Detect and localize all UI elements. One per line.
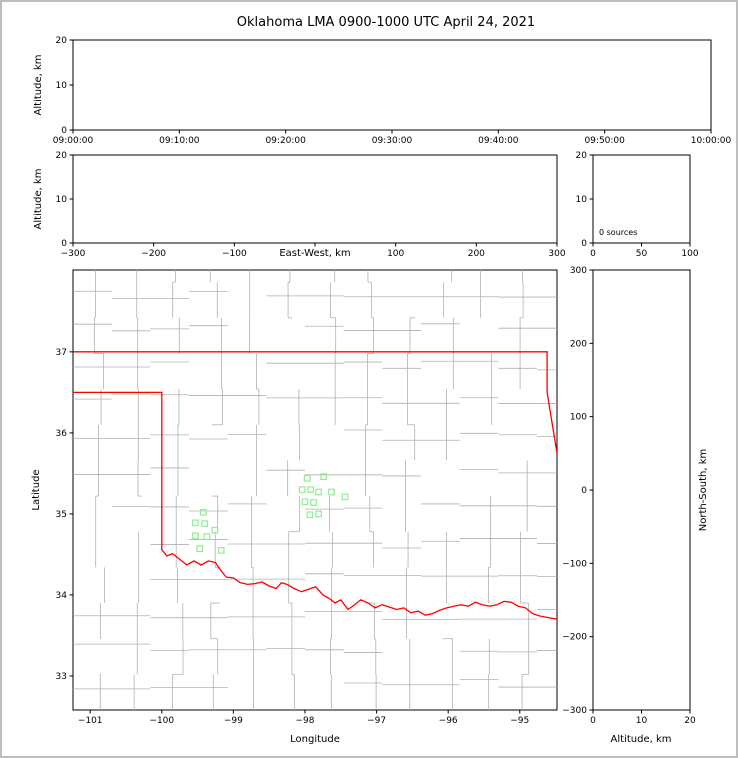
station-marker	[310, 499, 317, 506]
map-xlabel: Longitude	[290, 734, 340, 745]
time-panel-ylabel: Altitude, km	[33, 55, 44, 116]
tick-label: 09:50:00	[584, 136, 625, 146]
station-marker	[199, 508, 207, 516]
station-marker	[196, 545, 204, 553]
station-marker	[315, 488, 322, 496]
tick-label: −98	[295, 716, 314, 726]
station-marker	[298, 486, 306, 493]
tick-label: −200	[141, 249, 166, 259]
tick-label: −200	[562, 633, 587, 643]
tick-label: −300	[562, 706, 587, 716]
tick-label: −100	[222, 249, 247, 259]
tick-label: 10	[576, 195, 588, 205]
station-marker	[211, 526, 219, 534]
tick-label: 100	[681, 249, 698, 259]
tick-label: −300	[61, 249, 86, 259]
tick-label: 37	[56, 348, 67, 358]
map-layer	[73, 270, 557, 710]
station-marker	[203, 533, 211, 540]
tick-label: −97	[367, 716, 386, 726]
tick-label: 0	[590, 249, 596, 259]
tick-label: 100	[570, 413, 587, 423]
station-marker	[315, 510, 322, 518]
sources-count-annotation: 0 sources	[599, 228, 637, 237]
tick-label: −100	[149, 716, 174, 726]
station-marker	[192, 519, 199, 527]
tick-label: −101	[78, 716, 103, 726]
map-ylabel: Latitude	[31, 469, 42, 510]
station-marker	[328, 488, 335, 496]
tick-label: 100	[387, 249, 404, 259]
tick-label: 0	[61, 126, 67, 136]
tick-label: 20	[576, 151, 588, 161]
tick-label: 36	[56, 429, 68, 439]
station-marker	[192, 532, 199, 540]
tick-label: 33	[56, 672, 67, 682]
tick-label: 0	[61, 239, 67, 249]
tick-label: 20	[56, 151, 68, 161]
station-marker	[217, 547, 225, 554]
tick-label: 50	[636, 249, 648, 259]
station-marker	[301, 498, 309, 506]
tick-label: 0	[581, 239, 587, 249]
tick-label: 20	[56, 36, 68, 46]
ew-panel-ylabel: Altitude, km	[33, 169, 44, 230]
tick-label: 300	[570, 266, 587, 276]
tick-label: 300	[548, 249, 565, 259]
render-layer: 09:00:00 09:10:00 09:20:00 09:30:00 09:40:00…	[53, 36, 732, 726]
tick-label: 0	[590, 716, 596, 726]
tick-label: −99	[224, 716, 243, 726]
tick-label: 09:30:00	[372, 136, 413, 146]
state-border-line	[161, 548, 557, 620]
station-marker	[303, 474, 311, 482]
tick-label: 09:00:00	[53, 136, 94, 146]
tick-label: 10	[636, 716, 648, 726]
tick-label: 10	[56, 81, 68, 91]
figure-title: Oklahoma LMA 0900-1000 UTC April 24, 202…	[237, 15, 535, 30]
tick-label: 10:00:00	[691, 136, 732, 146]
tick-label: 35	[56, 510, 67, 520]
tick-label: 34	[56, 591, 68, 601]
tick-label: 200	[468, 249, 485, 259]
station-marker	[307, 486, 315, 493]
plan_view_map_panel-border	[72, 269, 558, 711]
state-border-line	[546, 351, 557, 454]
station-marker	[320, 473, 327, 480]
tick-label: −95	[510, 716, 529, 726]
tick-label: −96	[439, 716, 458, 726]
station-marker	[201, 520, 209, 527]
ns-panel-ylabel: North-South, km	[698, 449, 709, 532]
tick-label: 200	[570, 339, 587, 349]
tick-label: 09:40:00	[478, 136, 519, 146]
tick-label: 10	[56, 195, 68, 205]
tick-label: 20	[684, 716, 696, 726]
tick-label: −100	[562, 559, 587, 569]
tick-label: 09:20:00	[265, 136, 306, 146]
ew-panel-xlabel: East-West, km	[279, 248, 350, 259]
station-marker	[306, 511, 314, 519]
tick-label: 0	[581, 486, 587, 496]
ns-panel-xlabel: Altitude, km	[611, 734, 672, 745]
station-marker	[341, 493, 349, 501]
tick-label: 09:10:00	[159, 136, 200, 146]
